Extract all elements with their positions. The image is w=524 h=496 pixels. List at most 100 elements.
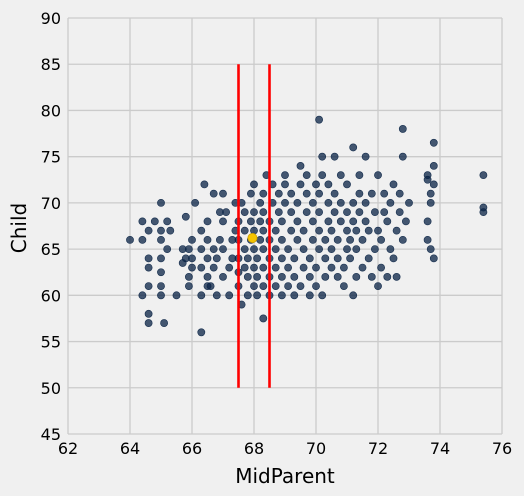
data-point	[358, 263, 367, 272]
data-point	[243, 254, 252, 263]
data-point	[203, 272, 212, 281]
data-point	[274, 208, 283, 217]
x-axis-title: MidParent	[235, 464, 335, 488]
data-point	[401, 217, 410, 226]
data-point	[225, 291, 234, 300]
data-point	[429, 180, 438, 189]
data-point	[206, 282, 215, 290]
y-tick-label: 50	[41, 379, 61, 398]
data-point	[336, 198, 345, 207]
data-point	[197, 245, 206, 254]
data-point	[281, 198, 289, 207]
data-point	[312, 263, 320, 272]
y-tick-label: 60	[41, 286, 61, 305]
data-point	[305, 272, 314, 281]
data-point	[166, 226, 175, 235]
data-point	[370, 208, 379, 217]
data-point	[197, 328, 206, 337]
data-point	[246, 217, 255, 226]
data-point	[256, 235, 265, 244]
data-point	[367, 189, 376, 198]
data-point	[184, 245, 193, 254]
data-point	[296, 180, 305, 189]
x-tick-label: 68	[244, 439, 264, 458]
data-point	[299, 226, 308, 235]
x-tick-label: 76	[492, 439, 512, 458]
data-point	[219, 245, 227, 254]
data-point	[308, 198, 317, 207]
data-point	[321, 235, 330, 244]
data-point	[343, 226, 351, 235]
data-point	[181, 212, 190, 221]
x-tick-label: 70	[306, 439, 326, 458]
data-point	[339, 282, 348, 290]
data-point	[330, 152, 339, 161]
data-point	[333, 272, 342, 281]
data-point	[184, 282, 193, 290]
data-point	[302, 208, 311, 217]
data-point	[386, 245, 395, 254]
data-point	[256, 198, 265, 207]
data-point	[209, 189, 218, 198]
data-point	[370, 245, 379, 254]
data-point	[333, 254, 342, 263]
data-point	[321, 272, 330, 281]
y-tick-label: 45	[41, 425, 61, 444]
data-point	[157, 291, 165, 300]
data-point	[197, 291, 206, 300]
data-point	[281, 171, 289, 180]
data-point	[225, 263, 234, 272]
data-point	[197, 226, 206, 235]
data-point	[172, 291, 181, 300]
data-point	[392, 226, 401, 235]
data-point	[281, 180, 289, 189]
data-point	[157, 268, 165, 277]
x-tick-label: 66	[182, 439, 202, 458]
data-point	[188, 263, 196, 272]
grid-lines	[67, 17, 503, 435]
data-point	[293, 235, 302, 244]
data-point	[287, 208, 296, 217]
data-point	[398, 152, 407, 161]
data-point	[324, 180, 333, 189]
data-point	[250, 245, 258, 254]
y-tick-label: 90	[41, 9, 61, 28]
data-point	[144, 263, 153, 272]
data-point	[246, 189, 255, 198]
data-point	[203, 254, 212, 263]
data-point	[386, 198, 395, 207]
data-point	[429, 254, 438, 263]
data-point	[250, 282, 258, 290]
data-point	[259, 189, 268, 198]
data-point	[215, 235, 224, 244]
data-point	[318, 291, 327, 300]
data-point	[367, 272, 376, 281]
data-point	[138, 235, 147, 244]
data-point	[324, 198, 333, 207]
data-point	[203, 217, 212, 226]
vertical-lines	[237, 64, 271, 388]
data-point	[389, 254, 398, 263]
data-point	[259, 208, 268, 217]
data-point	[209, 245, 218, 254]
data-point	[144, 309, 153, 318]
data-point	[426, 245, 435, 254]
data-point	[256, 217, 265, 226]
data-point	[157, 254, 165, 263]
data-point	[250, 180, 258, 189]
data-point	[293, 198, 302, 207]
data-point	[479, 203, 488, 212]
data-point	[157, 235, 165, 244]
data-point	[374, 282, 382, 290]
data-point	[315, 115, 323, 124]
data-point	[327, 245, 336, 254]
highlight-layer	[247, 233, 258, 244]
data-point	[157, 198, 165, 207]
data-point	[318, 171, 327, 180]
highlight-point	[247, 233, 258, 244]
data-point	[163, 245, 172, 254]
data-point	[219, 189, 227, 198]
data-point	[259, 226, 268, 235]
data-point	[374, 226, 382, 235]
data-point	[222, 208, 230, 217]
